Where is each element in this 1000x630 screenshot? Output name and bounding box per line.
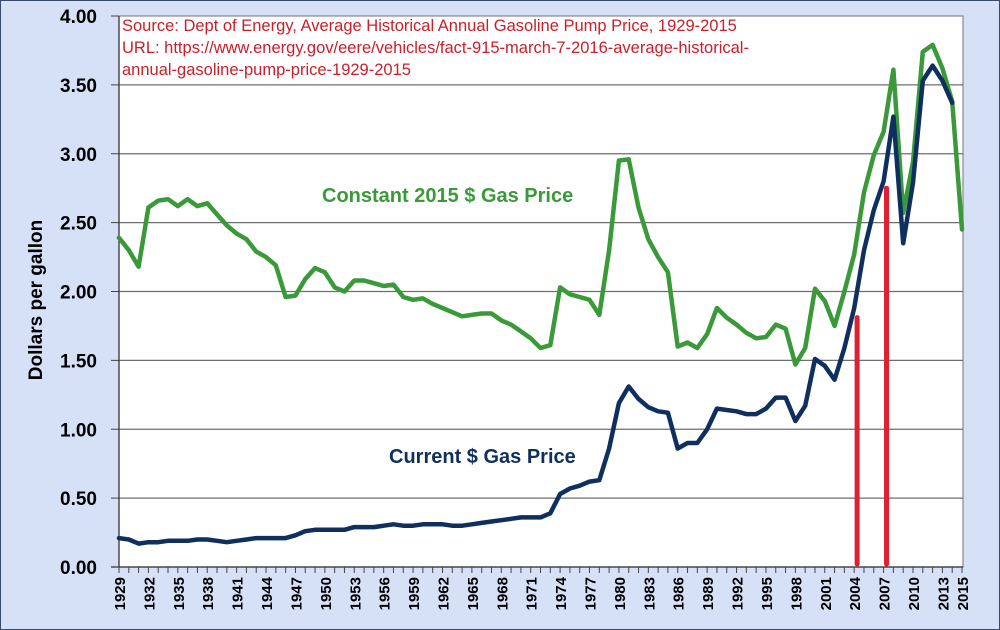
x-tick-label: 1932 [141,577,158,610]
y-axis: 0.00 0.50 1.00 1.50 2.00 2.50 3.00 3.50 4.00 [60,7,120,579]
y-tick-label: 1.00 [60,420,97,441]
gridlines [119,84,963,499]
x-tick-label: 1953 [347,577,364,610]
x-tick-label: 1941 [230,577,247,610]
x-tick-label: 1983 [641,577,658,610]
x-tick-label: 1968 [494,577,511,610]
x-tick-label: 1992 [730,577,747,610]
source-note-line-1: Source: Dept of Energy, Average Historic… [122,17,737,35]
x-tick-label: 1998 [788,577,805,610]
source-note-line-2: URL: https://www.energy.gov/eere/vehicle… [122,39,749,57]
y-tick-label: 2.00 [60,283,97,304]
x-tick-label: 1962 [435,577,452,610]
x-tick-label: 2004 [847,576,864,610]
series-label-constant: Constant 2015 $ Gas Price [322,185,573,207]
series-label-current: Current $ Gas Price [389,446,576,468]
x-tick-label: 1938 [200,577,217,610]
y-tick-label: 0.50 [60,489,97,510]
x-tick-label: 1971 [524,577,541,610]
x-tick-label: 1989 [700,577,717,610]
y-axis-title: Dollars per gallon [26,220,47,380]
x-tick-label: 2013 [935,577,952,610]
y-tick-label: 4.00 [60,7,97,28]
x-tick-label: 1944 [259,576,276,610]
source-note-line-3: annual-gasoline-pump-price-1929-2015 [122,61,411,79]
x-axis: 1929 1932 1935 1938 1941 1944 1947 1950 1953 1956… [111,566,972,610]
series-line-current-dollars [116,63,955,546]
source-note: Source: Dept of Energy, Average Historic… [122,17,749,79]
series-lines [116,42,965,546]
series-line-constant-dollars [116,42,965,367]
x-tick-label: 1959 [406,577,423,610]
x-tick-label: 2015 [955,577,972,610]
x-tick-label: 2007 [877,577,894,610]
x-tick-label: 1995 [759,577,776,610]
y-tick-label: 3.50 [60,76,97,97]
x-tick-label: 1935 [171,577,188,610]
x-tick-label: 1977 [583,577,600,610]
x-tick-label: 2010 [906,577,923,610]
annotations [854,185,890,567]
x-tick-label: 1947 [288,577,305,610]
x-tick-label: 1974 [553,576,570,610]
x-tick-label: 1929 [112,577,129,610]
x-tick-label: 1950 [318,577,335,610]
x-tick-label: 1965 [465,577,482,610]
y-tick-label: 1.50 [60,351,97,372]
x-tick-label: 1980 [612,577,629,610]
y-tick-label: 2.50 [60,214,97,235]
x-tick-label: 1986 [671,577,688,610]
x-tick-label: 1956 [377,577,394,610]
y-tick-label: 3.00 [60,145,97,166]
y-tick-label: 0.00 [60,558,97,579]
x-tick-label: 2001 [818,577,835,610]
